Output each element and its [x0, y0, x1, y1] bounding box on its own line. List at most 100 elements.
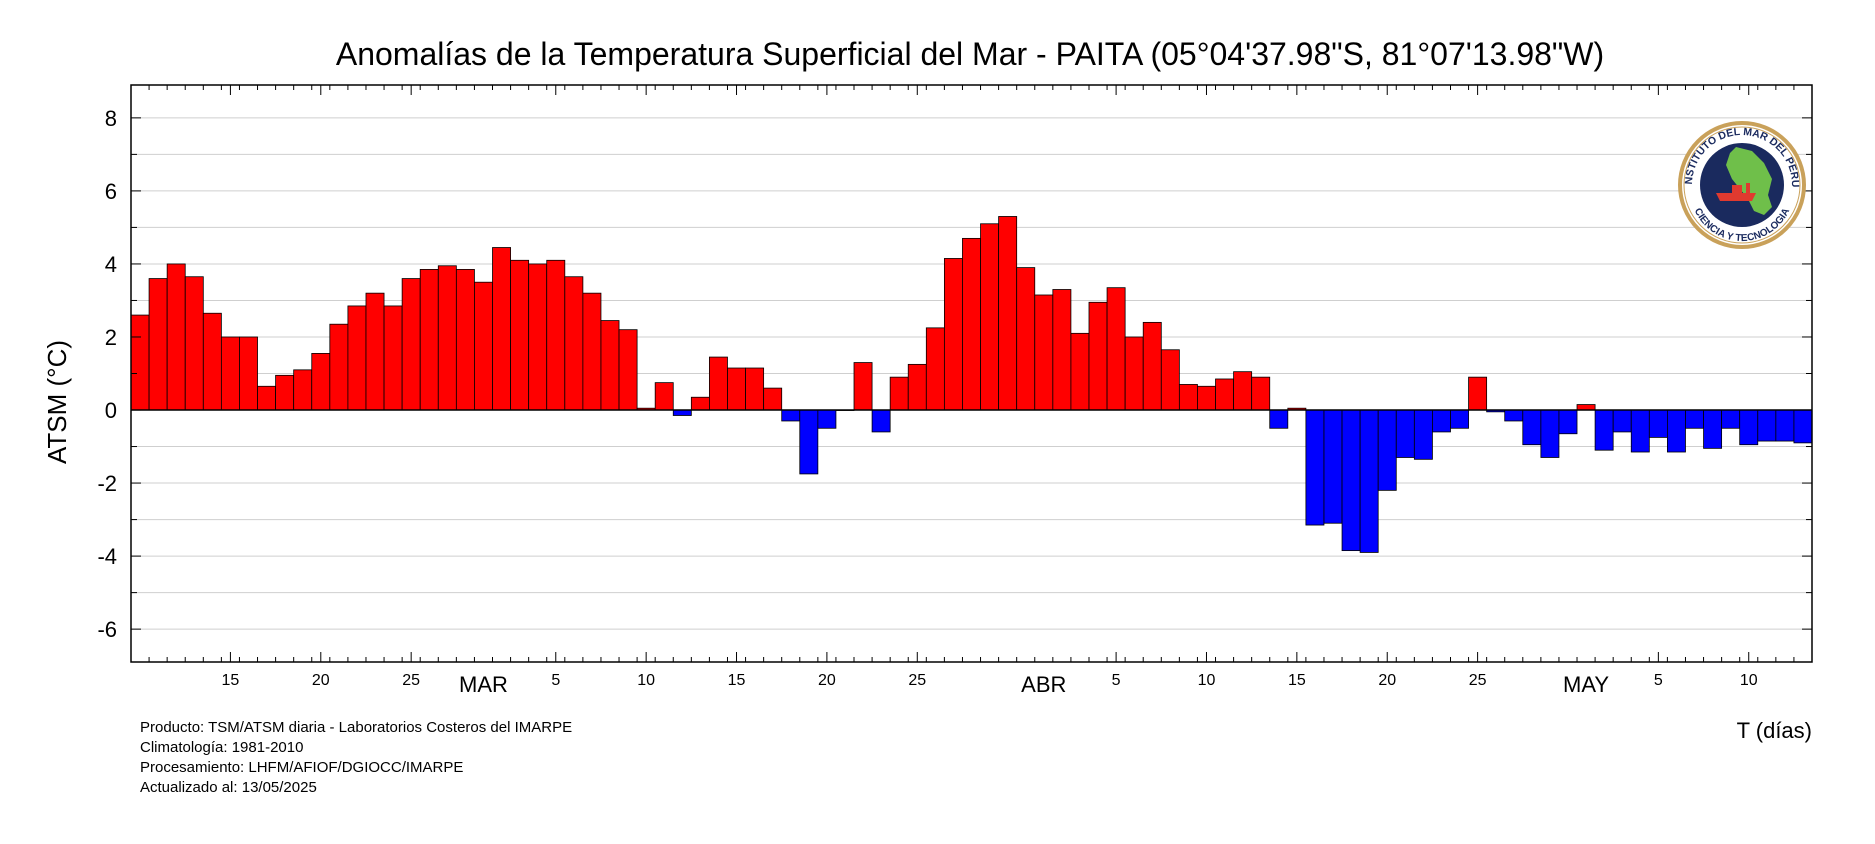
y-tick-label: 6: [105, 179, 117, 204]
bar: [1775, 409, 1795, 442]
x-tick-label: 15: [728, 672, 746, 689]
bar: [618, 329, 638, 411]
bar: [817, 409, 837, 429]
x-month-label: ABR: [1021, 672, 1066, 697]
bar: [275, 374, 295, 411]
x-tick-label: 20: [818, 672, 836, 689]
bar: [329, 323, 349, 411]
bar-series: [130, 216, 1813, 553]
bar: [943, 258, 963, 411]
x-tick-label: 10: [1198, 672, 1216, 689]
x-tick-label: 25: [908, 672, 926, 689]
x-tick-label: 25: [1469, 672, 1487, 689]
bar: [510, 259, 530, 411]
y-tick-label: -4: [97, 544, 117, 569]
bar: [1540, 409, 1560, 458]
bar: [763, 387, 783, 411]
bar: [1666, 409, 1686, 453]
bar: [1685, 409, 1704, 429]
x-tick-label: 20: [1378, 672, 1396, 689]
bar: [365, 292, 385, 411]
footer-product: Producto: TSM/ATSM diaria - Laboratorios…: [140, 719, 573, 736]
bar: [1034, 294, 1054, 411]
x-tick-label: 5: [551, 672, 560, 689]
bar: [546, 259, 566, 411]
bar: [1251, 376, 1271, 411]
y-tick-label: 4: [105, 252, 117, 277]
bar: [311, 353, 331, 411]
bar: [1703, 409, 1723, 449]
bar: [1341, 409, 1361, 552]
bar: [220, 336, 240, 411]
bar: [1233, 371, 1253, 411]
bar: [1468, 376, 1488, 411]
footer-notes: Producto: TSM/ATSM diaria - Laboratorios…: [140, 718, 572, 798]
bar: [1721, 409, 1741, 429]
bar: [1522, 409, 1542, 446]
y-tick-label: 8: [105, 106, 117, 131]
bar: [1612, 409, 1632, 433]
bar: [419, 269, 439, 411]
bar: [1377, 409, 1397, 491]
x-tick-label: 20: [312, 672, 330, 689]
bar: [1648, 409, 1668, 438]
bar: [1576, 404, 1596, 411]
bar: [1432, 409, 1451, 433]
bar: [1504, 409, 1524, 422]
bar: [1269, 409, 1289, 429]
bar: [1106, 287, 1126, 411]
y-tick-label: -2: [97, 471, 117, 496]
bar: [1558, 409, 1578, 435]
logo-map-shape: [1726, 147, 1772, 215]
x-tick-label: 15: [222, 672, 240, 689]
y-tick-label: 0: [105, 398, 117, 423]
bar: [907, 363, 927, 411]
bar: [1757, 409, 1777, 442]
bar: [1016, 267, 1036, 411]
x-axis-ticks: 15 20 25 5 10 15 20 25 5 10 15 20 25 5 10 MAR ABR MAY: [130, 85, 1813, 697]
bar: [148, 278, 168, 411]
bar: [925, 327, 945, 411]
logo-ship-icon: [1716, 183, 1756, 201]
bar: [871, 409, 891, 433]
bar: [1215, 378, 1234, 411]
bar: [962, 237, 981, 411]
bar: [474, 281, 493, 411]
x-tick-label: 5: [1112, 672, 1121, 689]
bar: [1142, 321, 1162, 411]
bar: [239, 336, 258, 411]
x-tick-label: 15: [1288, 672, 1306, 689]
bar: [1197, 385, 1216, 411]
bar: [564, 276, 584, 411]
y-tick-label: -6: [97, 617, 117, 642]
bar: [745, 367, 765, 411]
bar: [293, 369, 313, 411]
bar: [257, 385, 277, 411]
bar: [853, 362, 873, 411]
bar: [600, 320, 620, 411]
y-axis-label: ATSM (°C): [42, 340, 72, 464]
y-tick-label: 2: [105, 325, 117, 350]
footer-updated: Actualizado al: 13/05/2025: [140, 779, 317, 796]
bar: [690, 396, 710, 411]
bar: [582, 292, 602, 411]
bar: [1305, 409, 1325, 526]
bar: [437, 265, 457, 411]
bar: [1630, 409, 1650, 453]
y-axis-ticks: -6 -4 -2 0 2 4 6 8: [97, 106, 1812, 642]
footer-climatology: Climatología: 1981-2010: [140, 739, 304, 756]
bar: [799, 409, 819, 475]
bar: [347, 305, 367, 411]
x-month-label: MAY: [1563, 672, 1609, 697]
bar: [401, 278, 421, 411]
bar: [1739, 409, 1759, 446]
footer-processing: Procesamiento: LHFM/AFIOF/DGIOCC/IMARPE: [140, 759, 464, 776]
x-tick-label: 25: [402, 672, 420, 689]
x-axis-label: T (días): [1737, 718, 1812, 743]
imarpe-logo: INSTITUTO DEL MAR DEL PERU CIENCIA Y TEC…: [1678, 121, 1806, 249]
bar: [166, 263, 186, 411]
bar: [528, 263, 548, 411]
bar: [1395, 409, 1415, 458]
bar: [1052, 289, 1072, 411]
